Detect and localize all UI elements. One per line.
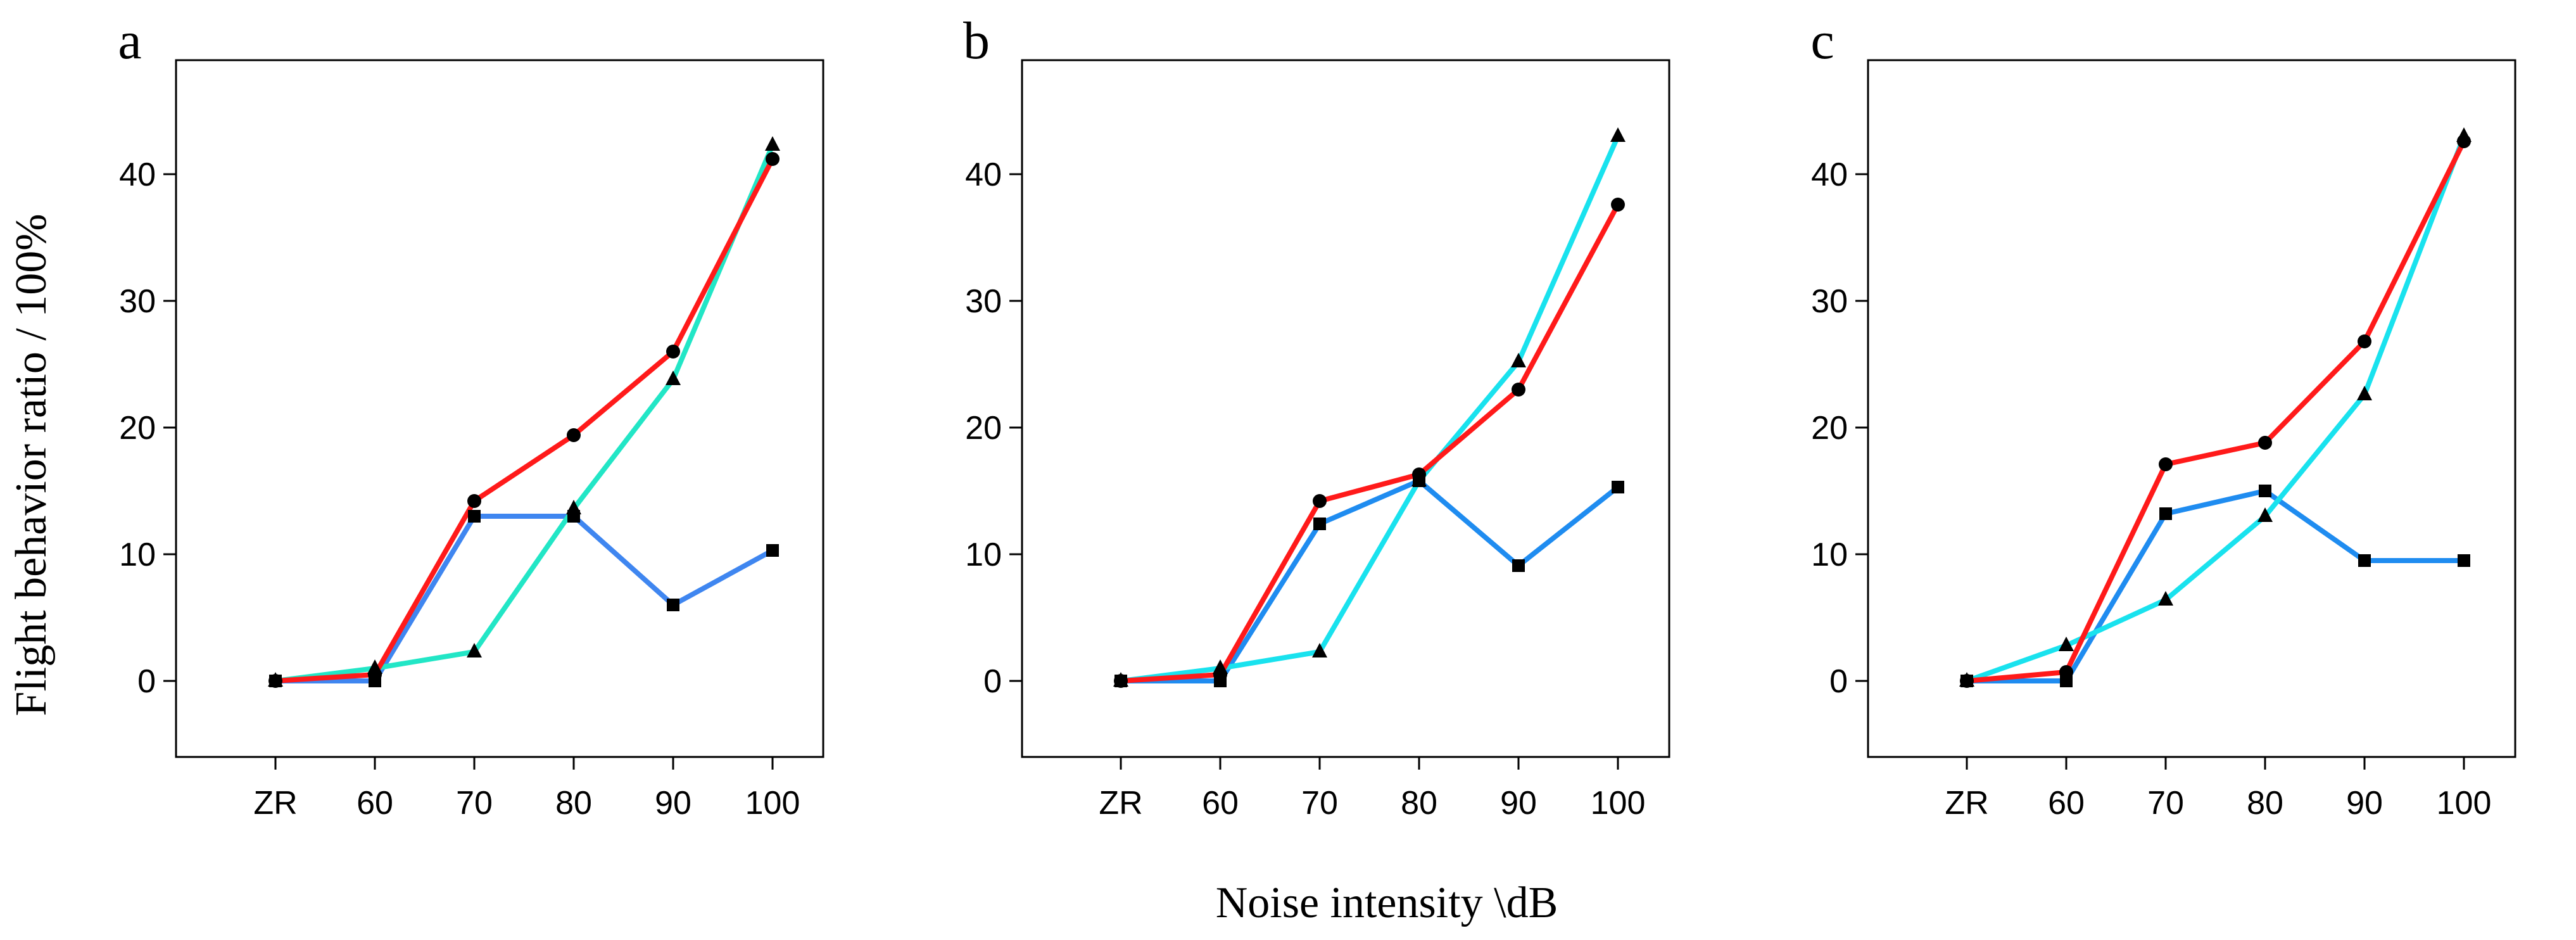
x-tick-label: 100 bbox=[2437, 785, 2492, 822]
y-tick-label: 10 bbox=[119, 537, 156, 573]
y-tick-label: 20 bbox=[1811, 410, 1848, 447]
data-point-square bbox=[1214, 675, 1227, 687]
data-point-square bbox=[468, 510, 481, 523]
data-point-circle bbox=[2258, 436, 2272, 450]
plot-frame bbox=[175, 59, 824, 758]
x-tick-label: 80 bbox=[555, 785, 592, 822]
data-point-square bbox=[1512, 559, 1525, 572]
data-point-square bbox=[1114, 675, 1127, 687]
series-line-square bbox=[1964, 488, 2466, 683]
x-tick-label: 80 bbox=[2247, 785, 2283, 822]
x-tick-label: 60 bbox=[1202, 785, 1239, 822]
data-point-square bbox=[1313, 518, 1326, 530]
data-point-square bbox=[2458, 554, 2470, 567]
panel-label: a bbox=[118, 11, 141, 70]
panel-label: c bbox=[1810, 11, 1834, 70]
y-tick-label: 20 bbox=[119, 410, 156, 447]
x-tick-label: 60 bbox=[2048, 785, 2085, 822]
data-point-square bbox=[766, 544, 779, 557]
data-point-triangle bbox=[467, 643, 482, 657]
data-point-circle bbox=[1313, 494, 1327, 508]
plot-frame bbox=[1867, 59, 2516, 758]
x-tick-label: 90 bbox=[2346, 785, 2383, 822]
data-point-triangle bbox=[2357, 386, 2372, 400]
panel-label: b bbox=[963, 11, 990, 70]
data-point-square bbox=[1413, 474, 1425, 487]
data-point-square bbox=[1960, 675, 1973, 687]
y-tick-label: 10 bbox=[1811, 537, 1848, 573]
y-tick-label: 20 bbox=[965, 410, 1002, 447]
x-tick-label: 90 bbox=[1500, 785, 1537, 822]
series-line-circle bbox=[273, 156, 775, 683]
data-point-circle bbox=[2159, 457, 2173, 471]
data-point-circle bbox=[766, 152, 780, 166]
data-point-square bbox=[2259, 485, 2271, 497]
data-point-square bbox=[2358, 554, 2371, 567]
data-point-triangle bbox=[2257, 507, 2273, 522]
data-point-triangle bbox=[765, 136, 780, 151]
x-tick-label: 90 bbox=[655, 785, 691, 822]
y-tick-label: 40 bbox=[1811, 156, 1848, 193]
data-point-square bbox=[369, 675, 381, 687]
data-point-square bbox=[567, 510, 580, 523]
data-point-triangle bbox=[1610, 127, 1626, 142]
x-tick-label: 100 bbox=[1591, 785, 1646, 822]
y-axis-title: Flight behavior ratio / 100% bbox=[7, 213, 56, 716]
series-line-circle bbox=[1118, 202, 1620, 683]
series-line-triangle bbox=[1964, 134, 2466, 683]
x-tick-label: 60 bbox=[357, 785, 393, 822]
chart-panel-b: b 0 10 20 30 40 ZR 60 70 80 90 100 bbox=[963, 11, 1670, 822]
x-tick-label: 70 bbox=[1301, 785, 1338, 822]
data-point-square bbox=[2159, 507, 2172, 520]
y-tick-label: 0 bbox=[137, 663, 156, 700]
series-line-square bbox=[273, 514, 775, 683]
data-point-circle bbox=[1611, 198, 1625, 212]
data-point-circle bbox=[1512, 383, 1525, 397]
x-axis-title: Noise intensity \dB bbox=[1216, 879, 1558, 927]
data-point-triangle bbox=[367, 659, 382, 674]
x-tick-label: ZR bbox=[253, 785, 297, 822]
y-tick-label: 0 bbox=[983, 663, 1002, 700]
data-point-triangle bbox=[1213, 659, 1228, 674]
plot-frame bbox=[1021, 59, 1670, 758]
data-point-triangle bbox=[2456, 127, 2472, 142]
y-tick-label: 0 bbox=[1829, 663, 1848, 700]
data-point-circle bbox=[467, 494, 481, 508]
x-tick-label: 70 bbox=[456, 785, 493, 822]
x-tick-label: ZR bbox=[1099, 785, 1142, 822]
series-line-circle bbox=[1964, 139, 2466, 683]
y-tick-label: 40 bbox=[965, 156, 1002, 193]
data-point-circle bbox=[2358, 334, 2371, 348]
data-point-triangle bbox=[2059, 637, 2074, 651]
data-point-triangle bbox=[666, 371, 681, 385]
x-tick-label: 80 bbox=[1401, 785, 1437, 822]
series-line-triangle bbox=[1118, 134, 1620, 683]
y-tick-label: 30 bbox=[965, 283, 1002, 320]
data-point-circle bbox=[567, 428, 581, 442]
y-tick-label: 30 bbox=[119, 283, 156, 320]
y-tick-label: 10 bbox=[965, 537, 1002, 573]
x-tick-label: ZR bbox=[1945, 785, 1988, 822]
data-point-triangle bbox=[1312, 643, 1327, 657]
series-line-triangle bbox=[273, 143, 775, 683]
x-tick-label: 100 bbox=[745, 785, 800, 822]
data-point-square bbox=[667, 599, 679, 611]
data-point-circle bbox=[666, 345, 680, 359]
data-point-square bbox=[269, 675, 282, 687]
y-tick-label: 40 bbox=[119, 156, 156, 193]
x-tick-label: 70 bbox=[2147, 785, 2184, 822]
data-point-square bbox=[2060, 675, 2073, 687]
series-line-square bbox=[1118, 478, 1620, 683]
chart-panel-c: c 0 10 20 30 40 ZR 60 70 80 90 100 bbox=[1810, 11, 2516, 822]
data-point-square bbox=[1612, 481, 1624, 493]
data-point-triangle bbox=[1511, 353, 1526, 367]
chart-panel-a: a 0 10 20 30 40 ZR 60 70 80 90 100 bbox=[118, 11, 824, 822]
y-tick-label: 30 bbox=[1811, 283, 1848, 320]
data-point-triangle bbox=[2158, 591, 2173, 606]
